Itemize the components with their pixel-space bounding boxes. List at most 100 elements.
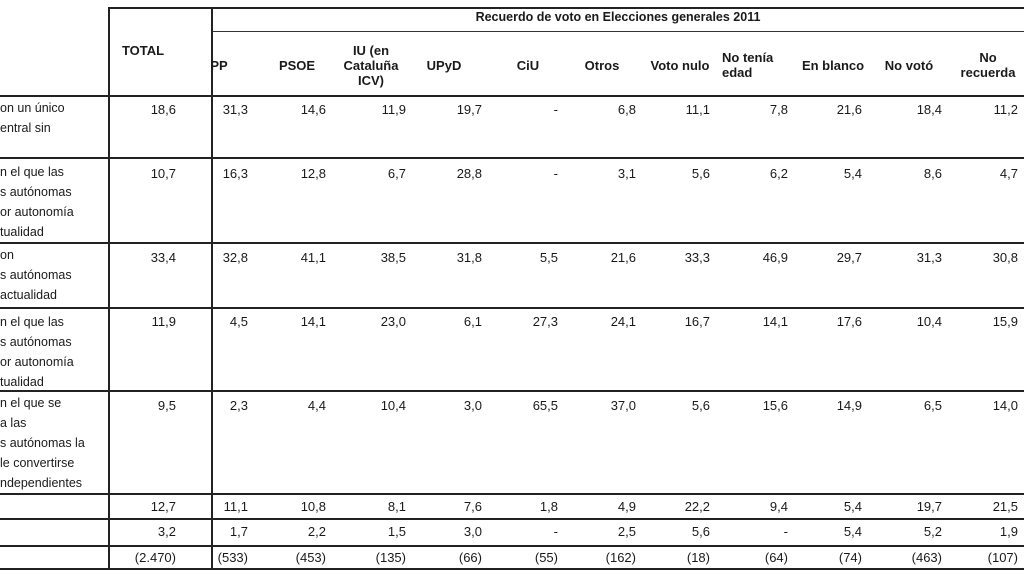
table-cell: 3,0 <box>463 398 482 413</box>
table-cell: 8,1 <box>387 499 406 514</box>
table-cell: 16,3 <box>222 166 248 181</box>
table-cell: 10,8 <box>300 499 326 514</box>
table-cell: 31,8 <box>456 250 482 265</box>
table-cell: (463) <box>911 550 942 565</box>
table-cell: (74) <box>838 550 862 565</box>
table-cell: 3,0 <box>463 524 482 539</box>
table-cell: 23,0 <box>380 314 406 329</box>
table-cell: (107) <box>987 550 1018 565</box>
table-cell: 24,1 <box>610 314 636 329</box>
table-cell: 7,8 <box>769 102 788 117</box>
rule-group <box>212 31 1024 32</box>
table-cell: 1,5 <box>387 524 406 539</box>
table-cell: 6,5 <box>923 398 942 413</box>
table-cell: 6,1 <box>463 314 482 329</box>
table-cell: 22,2 <box>684 499 710 514</box>
table-cell: 1,8 <box>539 499 558 514</box>
col-header-total: TOTAL <box>121 42 165 58</box>
table-cell: 41,1 <box>300 250 326 265</box>
table-cell: (66) <box>458 550 482 565</box>
table-cell: 4,9 <box>617 499 636 514</box>
col-header-upyd: UPyD <box>426 57 462 73</box>
col-header-iu: IU (en Cataluña ICV) <box>343 42 399 88</box>
table-cell: 14,0 <box>992 398 1018 413</box>
col-header-otros: Otros <box>584 57 620 73</box>
table-cell: 18,6 <box>150 102 176 117</box>
rule-row-7 <box>0 545 1024 547</box>
rule-row-4 <box>0 390 1024 392</box>
table-cell: 5,4 <box>843 166 862 181</box>
table-cell: 19,7 <box>456 102 482 117</box>
table-cell: 14,6 <box>300 102 326 117</box>
table-cell: (64) <box>764 550 788 565</box>
table-cell: 11,9 <box>381 102 406 117</box>
table-cell: 6,2 <box>769 166 788 181</box>
table-cell: 2,5 <box>617 524 636 539</box>
table-cell: 15,6 <box>762 398 788 413</box>
table-cell: - <box>553 166 558 181</box>
table-cell: 33,4 <box>150 250 176 265</box>
table-cell: 65,5 <box>532 398 558 413</box>
rule-row-2 <box>0 242 1024 244</box>
table-cell: 10,4 <box>380 398 406 413</box>
table-cell: 11,1 <box>685 102 710 117</box>
row-label: n el que las s autónomas or autonomía tu… <box>0 315 74 389</box>
col-header-no-recuerda: No recuerda <box>960 50 1016 80</box>
table-cell: (135) <box>375 550 406 565</box>
table-cell: 4,5 <box>229 314 248 329</box>
group-title: Recuerdo de voto en Elecciones generales… <box>475 10 761 24</box>
col-header-no-voto: No votó <box>884 57 934 73</box>
table-cell: (162) <box>605 550 636 565</box>
table-cell: 28,8 <box>456 166 482 181</box>
rule-vertical-total <box>211 7 213 569</box>
table-cell: 11,1 <box>223 499 248 514</box>
table-cell: 11,2 <box>993 102 1018 117</box>
table-cell: 11,9 <box>151 314 176 329</box>
table-cell: 31,3 <box>916 250 942 265</box>
col-header-en-blanco: En blanco <box>801 57 865 73</box>
table-cell: 9,4 <box>769 499 788 514</box>
row-label: on un único entral sin <box>0 101 65 135</box>
table-cell: 3,2 <box>157 524 176 539</box>
col-header-ciu: CiU <box>516 57 540 73</box>
table-cell: 5,6 <box>691 166 710 181</box>
table-cell: 5,5 <box>539 250 558 265</box>
rule-header-bottom <box>0 95 1024 97</box>
table-cell: (533) <box>217 550 248 565</box>
row-label: n el que se a las s autónomas la le conv… <box>0 396 85 490</box>
table-cell: 10,7 <box>150 166 176 181</box>
table-cell: 21,6 <box>610 250 636 265</box>
table-cell: - <box>553 524 558 539</box>
table-cell: 12,8 <box>300 166 326 181</box>
row-label: n el que las s autónomas or autonomía tu… <box>0 165 74 239</box>
col-header-psoe: PSOE <box>278 57 316 73</box>
table-cell: 21,5 <box>992 499 1018 514</box>
table-cell: 5,4 <box>843 524 862 539</box>
table-cell: 3,1 <box>617 166 636 181</box>
table-cell: 19,7 <box>916 499 942 514</box>
table-cell: 2,2 <box>307 524 326 539</box>
table-cell: 29,7 <box>836 250 862 265</box>
table-cell: 6,8 <box>617 102 636 117</box>
table-cell: 2,3 <box>229 398 248 413</box>
col-header-voto-nulo: Voto nulo <box>650 57 710 73</box>
rule-bottom <box>0 568 1024 570</box>
rule-vertical-label <box>108 7 110 569</box>
table-cell: - <box>553 102 558 117</box>
table-cell: 33,3 <box>684 250 710 265</box>
table-cell: 18,4 <box>916 102 942 117</box>
rule-row-1 <box>0 157 1024 159</box>
table-cell: 1,7 <box>229 524 248 539</box>
table-cell: 37,0 <box>610 398 636 413</box>
table-cell: - <box>783 524 788 539</box>
table-cell: 30,8 <box>992 250 1018 265</box>
table-cell: 5,2 <box>923 524 942 539</box>
col-header-pp: PP <box>210 57 228 73</box>
table-cell: 21,6 <box>836 102 862 117</box>
table-cell: 8,6 <box>923 166 942 181</box>
table-cell: 4,4 <box>307 398 326 413</box>
rule-row-5 <box>0 493 1024 495</box>
table-cell: 38,5 <box>380 250 406 265</box>
row-label: on s autónomas actualidad <box>0 248 72 302</box>
col-header-no-tenia-edad: No tenía edad <box>722 50 774 80</box>
